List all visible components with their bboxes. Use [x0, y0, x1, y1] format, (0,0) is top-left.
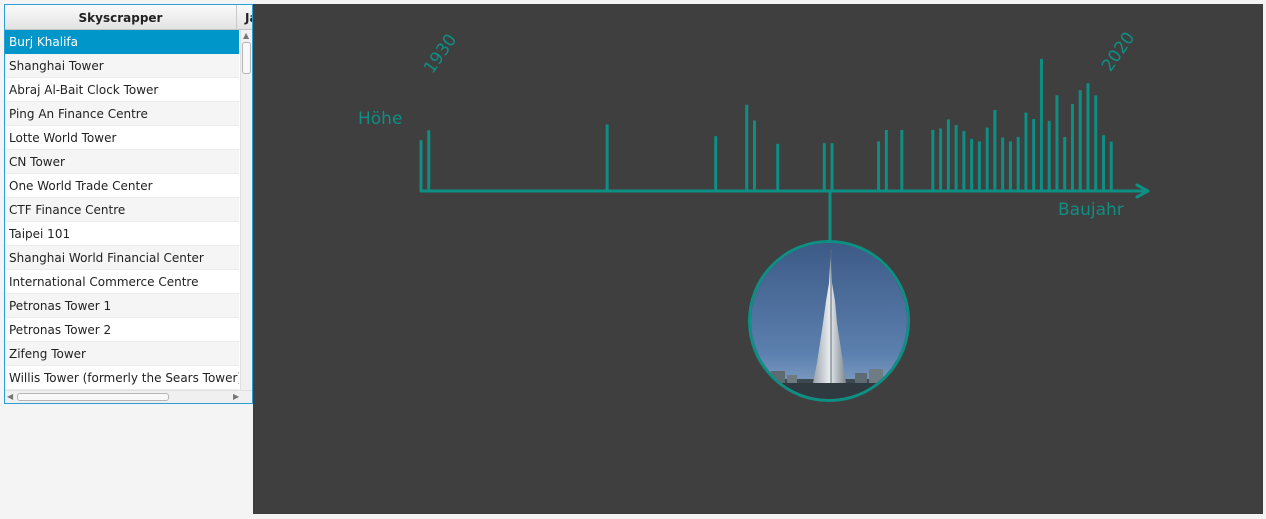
table-rows: Burj Khalifa Shanghai Tower Abraj Al-Bait …: [5, 30, 239, 390]
table-row[interactable]: Petronas Tower 2: [5, 318, 239, 342]
table-row[interactable]: Shanghai Tower: [5, 54, 239, 78]
table-row[interactable]: International Commerce Centre: [5, 270, 239, 294]
burj-khalifa-photo-icon: [751, 243, 907, 399]
table-row[interactable]: One World Trade Center: [5, 174, 239, 198]
table-row[interactable]: Lotte World Tower: [5, 126, 239, 150]
scroll-up-icon[interactable]: ▲: [243, 31, 250, 40]
table-row[interactable]: Taipei 101: [5, 222, 239, 246]
y-axis-label: Höhe: [358, 109, 403, 129]
scroll-right-icon[interactable]: ▶: [233, 392, 240, 401]
x-axis-label: Baujahr: [1058, 200, 1124, 220]
column-header-year[interactable]: Jahr: [245, 11, 252, 25]
timeline-chart: [419, 59, 1150, 240]
vertical-scroll-thumb[interactable]: [242, 42, 251, 74]
table-row[interactable]: Zifeng Tower: [5, 342, 239, 366]
x-axis-arrow-icon: [1135, 183, 1150, 199]
table-row[interactable]: CTF Finance Centre: [5, 198, 239, 222]
table-row[interactable]: Burj Khalifa: [5, 30, 239, 54]
scroll-left-icon[interactable]: ◀: [7, 392, 14, 401]
table-row[interactable]: Petronas Tower 1: [5, 294, 239, 318]
horizontal-scrollbar[interactable]: ◀ ▶: [5, 390, 252, 403]
table-row[interactable]: Willis Tower (formerly the Sears Tower): [5, 366, 239, 390]
table-row[interactable]: Ping An Finance Centre: [5, 102, 239, 126]
horizontal-scroll-thumb[interactable]: [17, 393, 169, 401]
table-header: Skyscrapper Jahr: [5, 5, 252, 30]
vertical-scrollbar[interactable]: ▲: [240, 30, 252, 391]
column-header-skyscrapper[interactable]: Skyscrapper: [5, 5, 237, 29]
selected-building-image: [748, 240, 910, 402]
timeline-chart-panel: Höhe Baujahr 1930 2020: [253, 4, 1263, 514]
table-row[interactable]: Shanghai World Financial Center: [5, 246, 239, 270]
table-row[interactable]: CN Tower: [5, 150, 239, 174]
table-row[interactable]: Abraj Al-Bait Clock Tower: [5, 78, 239, 102]
